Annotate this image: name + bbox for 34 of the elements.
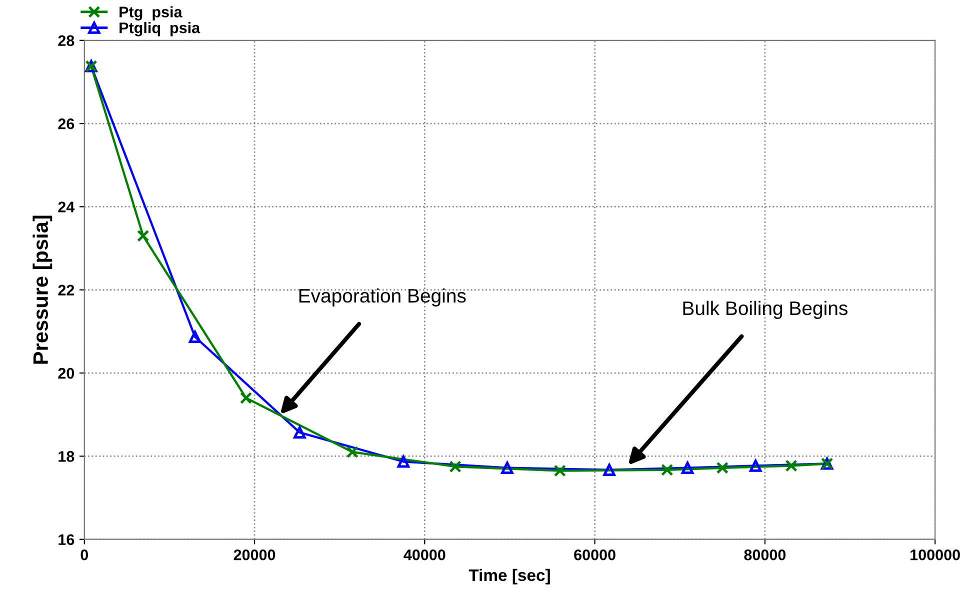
point xyxy=(716,462,729,474)
point xyxy=(136,230,150,242)
x-tick-label: 0 xyxy=(80,549,88,560)
point xyxy=(240,392,252,404)
point xyxy=(681,462,694,474)
legend-label: Ptg psia xyxy=(120,6,182,21)
point xyxy=(603,464,616,476)
y-tick-label: 20 xyxy=(58,368,74,379)
legend-label: Ptgliq psia xyxy=(120,22,200,36)
point xyxy=(346,446,358,458)
point xyxy=(554,464,566,477)
point xyxy=(449,460,462,473)
point xyxy=(661,464,674,476)
x-tick-label: 40000 xyxy=(404,549,446,560)
annotation: Evaporation Begins xyxy=(299,288,466,307)
y-tick-label: 24 xyxy=(58,202,75,212)
point xyxy=(397,455,410,468)
y-tick-label: 26 xyxy=(58,118,74,130)
point xyxy=(188,330,202,343)
annotation: Bulk Boiling Begins xyxy=(683,300,848,319)
y-tick-label: 22 xyxy=(58,284,74,296)
point xyxy=(501,462,514,474)
x-tick-label: 60000 xyxy=(574,549,616,560)
y-axis-title: Pressure [psia] xyxy=(32,216,52,364)
x-tick-label: 80000 xyxy=(744,549,786,560)
y-tick-label: 28 xyxy=(58,35,74,46)
x-tick-label: 100000 xyxy=(910,549,960,560)
point xyxy=(294,426,306,439)
point xyxy=(749,460,762,472)
y-tick-label: 18 xyxy=(58,451,74,462)
x-axis-title: Time [sec] xyxy=(468,568,550,584)
y-tick-label: 16 xyxy=(58,534,74,546)
point xyxy=(785,460,798,472)
x-tick-label: 20000 xyxy=(234,549,276,560)
